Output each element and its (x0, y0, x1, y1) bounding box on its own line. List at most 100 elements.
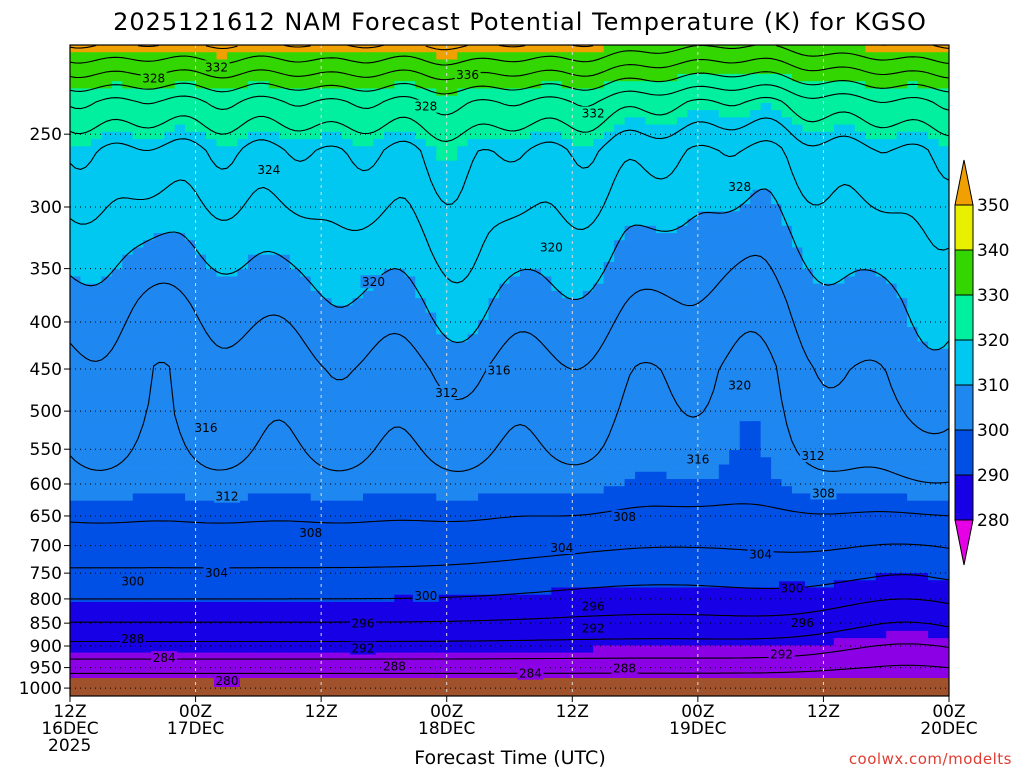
field-cell (289, 240, 301, 249)
field-cell (321, 609, 333, 618)
field-cell (624, 479, 636, 487)
field-cell (143, 616, 155, 625)
field-cell (122, 356, 134, 364)
field-cell (635, 609, 647, 618)
field-cell (519, 88, 532, 97)
field-cell (310, 630, 322, 639)
field-cell (519, 348, 532, 357)
field-cell (321, 457, 333, 466)
field-cell (174, 95, 186, 104)
field-cell (342, 211, 354, 220)
field-cell (540, 196, 552, 205)
field-cell (572, 377, 584, 386)
field-cell (206, 435, 218, 444)
field-cell (258, 233, 270, 241)
field-cell (404, 413, 416, 422)
field-cell (195, 652, 207, 661)
field-cell (530, 573, 542, 581)
field-cell (467, 269, 479, 278)
field-cell (279, 587, 291, 596)
field-cell (488, 204, 500, 212)
field-cell (394, 471, 406, 480)
field-cell (90, 565, 102, 574)
field-cell (425, 413, 437, 422)
field-cell (425, 507, 437, 516)
field-cell (645, 196, 657, 205)
field-cell (394, 421, 406, 429)
field-cell (310, 167, 322, 176)
field-cell (436, 594, 448, 603)
field-cell (300, 312, 312, 321)
field-cell (373, 609, 385, 618)
field-cell (122, 262, 134, 270)
field-cell (530, 623, 542, 632)
field-cell (132, 131, 144, 140)
field-cell (404, 204, 416, 212)
field-cell (321, 652, 333, 661)
field-cell (70, 153, 82, 162)
field-cell (289, 73, 301, 82)
field-cell (321, 356, 333, 364)
field-cell (268, 522, 280, 531)
field-cell (593, 45, 605, 53)
field-cell (415, 601, 427, 610)
field-cell (342, 652, 354, 661)
field-cell (331, 334, 343, 343)
field-cell (289, 587, 301, 596)
field-cell (467, 471, 479, 480)
field-cell (499, 645, 511, 654)
field-cell (614, 182, 626, 191)
field-cell (247, 59, 259, 68)
field-cell (342, 117, 354, 126)
field-cell (415, 536, 427, 545)
field-cell (488, 262, 500, 270)
field-cell (540, 565, 552, 574)
field-cell (436, 175, 448, 184)
field-cell (111, 544, 123, 552)
field-cell (457, 110, 469, 118)
field-cell (247, 73, 259, 82)
field-cell (164, 587, 176, 596)
field-cell (488, 305, 500, 314)
field-cell (383, 522, 395, 531)
field-cell (436, 558, 448, 567)
field-cell (624, 565, 636, 574)
field-cell (415, 139, 427, 147)
field-cell (551, 616, 563, 625)
field-cell (415, 413, 427, 422)
field-cell (342, 551, 354, 560)
field-cell (530, 319, 542, 328)
field-cell (226, 652, 239, 661)
field-cell (101, 435, 113, 444)
field-cell (436, 580, 448, 589)
field-cell (185, 587, 197, 596)
field-cell (383, 341, 395, 350)
field-cell (331, 544, 343, 552)
field-cell (645, 298, 657, 306)
field-cell (143, 529, 155, 538)
field-cell (174, 573, 186, 581)
field-cell (530, 81, 542, 89)
field-cell (436, 298, 448, 306)
field-cell (310, 117, 322, 126)
field-cell (226, 421, 239, 429)
field-cell (572, 507, 584, 516)
field-cell (603, 457, 615, 466)
field-cell (321, 139, 333, 147)
field-cell (226, 276, 239, 285)
field-cell (132, 551, 144, 560)
field-cell (603, 601, 615, 610)
field-cell (164, 428, 176, 437)
field-cell (321, 493, 333, 502)
field-cell (352, 81, 364, 89)
field-cell (153, 160, 165, 169)
field-cell (331, 406, 343, 415)
field-cell (101, 45, 113, 53)
field-cell (446, 240, 458, 249)
field-cell (582, 638, 594, 646)
field-cell (509, 580, 521, 589)
field-cell (436, 146, 448, 155)
field-cell (551, 341, 563, 350)
field-cell (258, 66, 270, 75)
field-cell (226, 218, 239, 227)
